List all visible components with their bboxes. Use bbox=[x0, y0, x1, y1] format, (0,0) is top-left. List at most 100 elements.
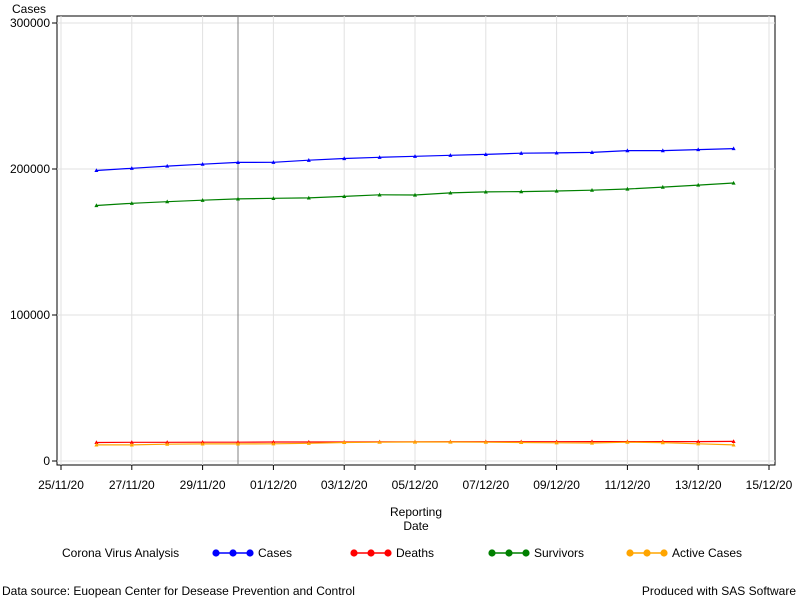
data-point bbox=[519, 440, 524, 445]
x-tick-label: 03/12/20 bbox=[321, 478, 368, 492]
x-tick-label: 15/12/20 bbox=[746, 478, 793, 492]
data-point bbox=[483, 439, 488, 444]
data-point bbox=[625, 148, 630, 153]
data-point bbox=[236, 160, 240, 165]
x-tick-label: 27/11/20 bbox=[109, 478, 155, 492]
data-point bbox=[342, 440, 347, 445]
data-point bbox=[200, 161, 205, 166]
legend-swatch-marker bbox=[212, 549, 220, 557]
y-tick-label: 100000 bbox=[10, 308, 50, 322]
data-point bbox=[448, 153, 453, 157]
data-point bbox=[94, 442, 99, 447]
data-point bbox=[590, 440, 594, 445]
data-point bbox=[590, 150, 594, 154]
data-point bbox=[377, 192, 382, 197]
data-point bbox=[413, 154, 417, 158]
legend-swatch-marker bbox=[350, 549, 358, 557]
data-point bbox=[129, 166, 134, 170]
data-point bbox=[731, 439, 736, 444]
data-point bbox=[483, 189, 488, 194]
data-point bbox=[342, 194, 347, 199]
legend-swatch-marker bbox=[660, 549, 668, 557]
plot-area-frame bbox=[56, 15, 776, 466]
legend-swatch-marker bbox=[522, 549, 530, 557]
data-point bbox=[554, 150, 559, 155]
footnote-produced-with: Produced with SAS Software bbox=[641, 584, 796, 598]
data-point bbox=[731, 146, 736, 151]
data-point bbox=[377, 155, 382, 159]
data-point bbox=[696, 439, 701, 444]
data-point bbox=[200, 198, 205, 202]
legend-entry-label: Cases bbox=[258, 546, 292, 560]
x-tick-label: 25/11/20 bbox=[38, 478, 84, 492]
x-tick-label: 01/12/20 bbox=[250, 478, 297, 492]
y-axis-label: Cases bbox=[12, 2, 46, 16]
grid-layer bbox=[57, 16, 775, 465]
data-point bbox=[306, 158, 311, 162]
data-point bbox=[165, 163, 170, 168]
axis-layer: 25/11/20 27/11/20 29/11/20 01/12/20 03/12/20… bbox=[10, 16, 793, 492]
data-point bbox=[660, 148, 665, 153]
legend-title: Corona Virus Analysis bbox=[62, 546, 179, 560]
legend-swatch-marker bbox=[384, 549, 392, 557]
data-point bbox=[519, 151, 524, 155]
data-point bbox=[94, 203, 99, 208]
x-tick-label: 09/12/20 bbox=[533, 478, 580, 492]
x-tick-label: 13/12/20 bbox=[675, 478, 722, 492]
legend: Corona Virus Analysis Cases Deaths Survivo… bbox=[62, 546, 742, 560]
data-point bbox=[554, 440, 559, 445]
data-point bbox=[129, 440, 134, 444]
data-point bbox=[306, 195, 311, 200]
legend-entry-label: Survivors bbox=[534, 546, 584, 560]
data-point bbox=[306, 441, 311, 445]
x-tick-label: 29/11/20 bbox=[180, 478, 226, 492]
legend-swatch-marker bbox=[643, 549, 651, 557]
legend-swatch-marker bbox=[626, 549, 634, 557]
data-point bbox=[483, 152, 488, 156]
data-point bbox=[590, 187, 594, 192]
legend-entry-label: Active Cases bbox=[672, 546, 742, 560]
data-point bbox=[377, 439, 382, 444]
y-tick-label: 200000 bbox=[10, 162, 50, 176]
data-point bbox=[731, 442, 736, 447]
data-point bbox=[271, 196, 276, 200]
y-tick-label: 300000 bbox=[10, 16, 50, 30]
data-point bbox=[129, 201, 134, 205]
data-point bbox=[236, 441, 240, 446]
data-point bbox=[271, 441, 276, 446]
x-tick-label: 07/12/20 bbox=[462, 478, 509, 492]
data-point bbox=[165, 199, 170, 204]
legend-swatch-marker bbox=[246, 549, 254, 557]
data-point bbox=[731, 180, 736, 185]
x-tick-label: 11/12/20 bbox=[604, 478, 650, 492]
legend-swatch-marker bbox=[505, 549, 513, 557]
data-point bbox=[696, 441, 701, 446]
data-point bbox=[129, 442, 134, 447]
data-point bbox=[94, 168, 99, 173]
series-layer bbox=[94, 146, 736, 447]
data-point bbox=[660, 184, 665, 189]
data-point bbox=[448, 190, 453, 195]
x-tick-label: 05/12/20 bbox=[392, 478, 439, 492]
data-point bbox=[271, 160, 276, 164]
data-point bbox=[625, 186, 630, 191]
data-point bbox=[200, 441, 205, 446]
legend-swatch-marker bbox=[367, 549, 375, 557]
footnote-data-source: Data source: Euopean Center for Desease … bbox=[2, 584, 355, 598]
legend-swatch-marker bbox=[229, 549, 237, 557]
data-point bbox=[165, 442, 170, 446]
data-point bbox=[696, 147, 701, 152]
data-point bbox=[448, 439, 453, 444]
data-point bbox=[236, 196, 240, 201]
data-point bbox=[554, 188, 559, 193]
y-tick-label: 0 bbox=[43, 454, 50, 468]
legend-swatch-marker bbox=[488, 549, 496, 557]
data-point bbox=[413, 192, 417, 197]
data-point bbox=[519, 189, 524, 194]
data-point bbox=[696, 182, 701, 187]
legend-entry-label: Deaths bbox=[396, 546, 434, 560]
data-point bbox=[625, 439, 630, 444]
data-point bbox=[413, 439, 417, 444]
data-point bbox=[94, 440, 99, 445]
